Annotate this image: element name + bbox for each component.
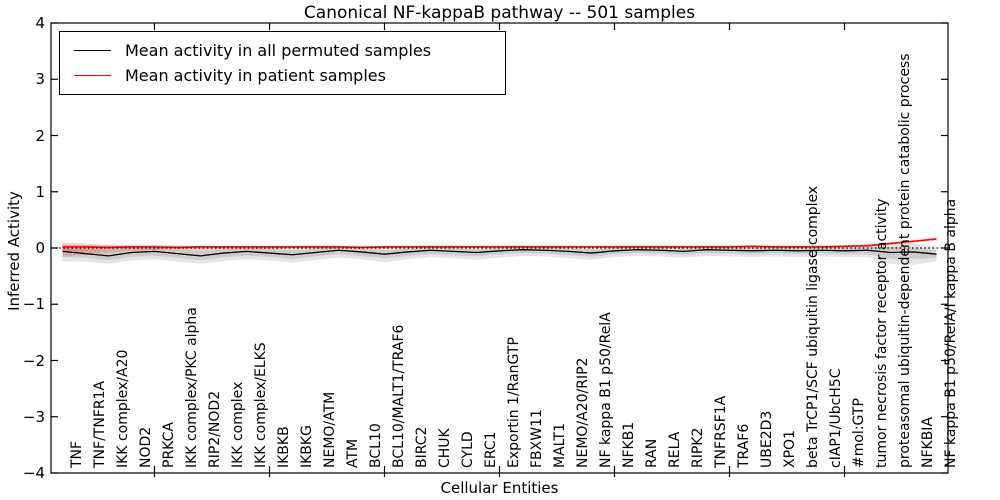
x-category-label: IKK complex/ELKS [253, 342, 269, 468]
x-category-label: Exportin 1/RanGTP [506, 337, 522, 468]
y-tick-label: 1 [35, 182, 45, 201]
x-category-label: CHUK [437, 428, 453, 468]
y-tick-label: 4 [35, 14, 45, 32]
x-category-label: cIAP1/UbcH5C [828, 368, 844, 468]
y-tick-label: −1 [22, 295, 45, 314]
x-category-label: TRAF6 [736, 423, 752, 468]
x-category-label: ATM [345, 438, 361, 468]
y-tick-label: 0 [35, 239, 45, 257]
x-category-label: TNF/TNFR1A [92, 380, 108, 468]
x-category-label: RIPK2 [690, 427, 706, 468]
patient-mean-line [62, 238, 937, 249]
legend-label-permuted: Mean activity in all permuted samples [125, 41, 432, 60]
x-category-label: IKK complex/A20 [115, 349, 131, 468]
x-category-label: RIP2/NOD2 [207, 390, 223, 468]
x-category-label: TNFRSF1A [713, 395, 729, 468]
x-category-label: BCL10/MALT1/TRAF6 [391, 324, 407, 468]
y-tick-label: −2 [22, 351, 45, 370]
permuted-line-swatch [74, 50, 111, 51]
x-category-label: NFKBIA [920, 416, 936, 468]
x-category-label: BCL10 [368, 423, 384, 468]
y-tick-label: −4 [22, 464, 45, 482]
x-category-label: IKBKG [299, 425, 315, 468]
x-category-label: IKK complex/PKC alpha [184, 307, 200, 468]
x-category-label: RAN [644, 438, 660, 468]
x-category-label: proteasomal ubiquitin-dependent protein … [897, 53, 913, 468]
legend-entry-patient: Mean activity in patient samples [74, 66, 505, 85]
x-category-label: BIRC2 [414, 426, 430, 468]
x-category-label: NF kappa B1 p50/RelA [598, 312, 614, 468]
y-tick-label: 2 [35, 126, 45, 145]
x-category-label: UBE2D3 [759, 410, 775, 468]
x-category-label: RELA [667, 431, 683, 468]
x-category-label: NOD2 [138, 426, 154, 468]
x-category-label: TNF [69, 440, 85, 468]
x-category-label: NEMO/ATM [322, 391, 338, 468]
x-category-label: XPO1 [782, 430, 798, 468]
x-category-label: #mol:GTP [851, 398, 867, 468]
y-tick-label: −3 [22, 407, 45, 426]
legend-entry-permuted: Mean activity in all permuted samples [74, 41, 505, 60]
x-category-label: PRKCA [161, 422, 177, 468]
x-category-label: IKK complex [230, 381, 246, 468]
x-category-label: MALT1 [552, 423, 568, 468]
x-category-label: IKBKB [276, 426, 292, 468]
y-tick-label: 3 [35, 70, 45, 89]
patient-line-swatch [74, 75, 111, 76]
x-category-label: NEMO/A20/RIP2 [575, 357, 591, 468]
permuted-mean-line [62, 249, 937, 257]
x-category-label: CYLD [460, 431, 476, 468]
x-category-label: NF kappa B1 p50/RelA/I kappa B alpha [943, 198, 959, 468]
x-category-label: tumor necrosis factor receptor activity [874, 198, 890, 469]
x-category-label: ERC1 [483, 431, 499, 468]
x-axis-label: Cellular Entities [440, 479, 559, 497]
x-category-label: NFKB1 [621, 421, 637, 468]
x-category-label: FBXW11 [529, 409, 545, 468]
x-category-label: beta TrCP1/SCF ubiquitin ligase complex [805, 185, 821, 468]
legend-box: Mean activity in all permuted samples Me… [59, 31, 506, 95]
legend-label-patient: Mean activity in patient samples [125, 66, 386, 85]
chart-title: Canonical NF-kappaB pathway -- 501 sampl… [303, 3, 696, 23]
